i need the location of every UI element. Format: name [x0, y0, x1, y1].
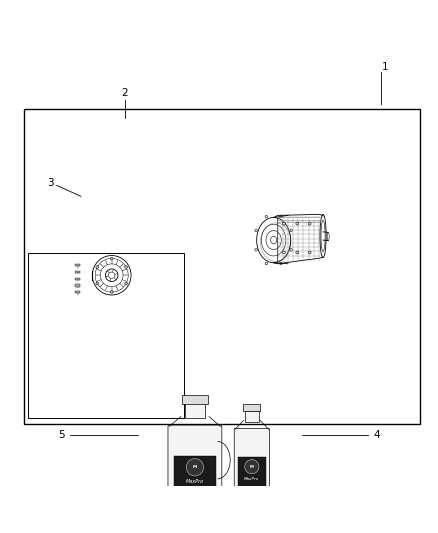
Text: 2: 2: [121, 88, 128, 99]
Bar: [24, 109, 420, 424]
Circle shape: [283, 251, 286, 254]
Circle shape: [110, 257, 113, 260]
Bar: [244, 405, 260, 411]
Text: MaxPro: MaxPro: [244, 477, 259, 481]
Bar: [238, 457, 265, 491]
Bar: [75, 271, 80, 273]
Circle shape: [308, 251, 311, 254]
Text: M: M: [250, 465, 254, 469]
Circle shape: [245, 459, 259, 474]
Bar: [245, 410, 259, 422]
Text: M: M: [193, 465, 197, 469]
Circle shape: [296, 222, 299, 225]
FancyBboxPatch shape: [168, 425, 222, 503]
Bar: [28, 253, 184, 418]
Bar: [75, 285, 80, 287]
Circle shape: [96, 265, 99, 268]
Circle shape: [125, 265, 127, 268]
Circle shape: [308, 222, 311, 225]
Bar: [171, 492, 219, 499]
Circle shape: [125, 282, 127, 285]
Bar: [174, 456, 216, 495]
Bar: [185, 403, 205, 418]
FancyBboxPatch shape: [234, 429, 269, 497]
Circle shape: [186, 458, 204, 476]
Circle shape: [283, 222, 286, 225]
Text: MaxPro: MaxPro: [186, 479, 204, 484]
Bar: [237, 489, 267, 495]
Circle shape: [96, 282, 99, 285]
Bar: [75, 264, 80, 266]
Text: 5: 5: [58, 430, 65, 440]
Text: 1: 1: [382, 62, 389, 72]
Circle shape: [296, 251, 299, 254]
Bar: [182, 395, 208, 403]
Text: 4: 4: [373, 430, 380, 440]
Bar: [75, 291, 80, 294]
Circle shape: [110, 290, 113, 293]
Bar: [75, 278, 80, 280]
Text: 3: 3: [47, 178, 54, 188]
